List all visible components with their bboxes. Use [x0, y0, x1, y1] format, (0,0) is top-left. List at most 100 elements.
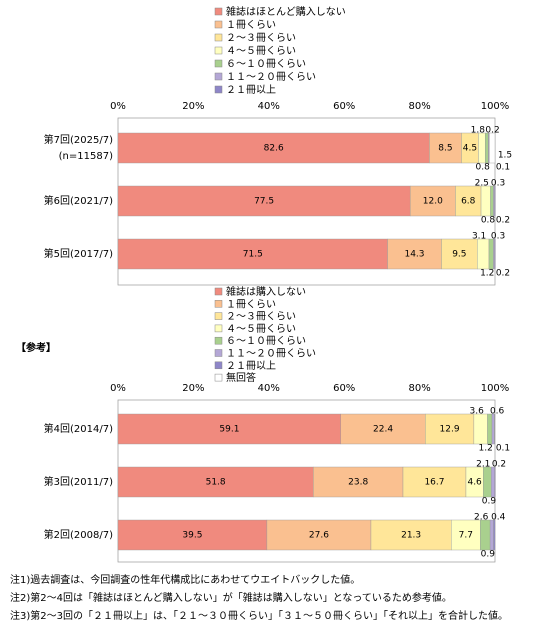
x-tick-label: 20% [182, 101, 204, 112]
legend-label: ２１冊以上 [226, 84, 276, 96]
data-label: 1.2 [480, 269, 494, 279]
legend-swatch [214, 349, 223, 357]
bar-segment [483, 466, 492, 498]
data-label: 0.1 [496, 163, 510, 173]
section-title: 【参考】 [16, 341, 56, 354]
data-label: 1.5 [498, 151, 512, 161]
bar-segment [402, 466, 467, 498]
row-label: 第7回(2025/7) [44, 133, 113, 146]
data-label: 51.8 [206, 478, 226, 488]
x-tick-label: 80% [408, 101, 430, 112]
x-tick-label: 20% [182, 383, 204, 394]
bar-segment [491, 413, 495, 445]
data-label: 0.8 [476, 163, 491, 173]
bar-segment [370, 519, 452, 551]
data-label: 14.3 [404, 250, 424, 260]
legend-swatch [214, 300, 223, 308]
bar-segment [480, 519, 491, 551]
bar-segment [489, 519, 494, 551]
data-label: 7.7 [459, 531, 473, 541]
data-label: 8.5 [438, 144, 452, 154]
x-tick-label: 60% [333, 383, 355, 394]
data-label: 16.7 [424, 478, 444, 488]
data-label: 0.9 [482, 497, 497, 507]
legend-label: ６～１０冊くらい [226, 58, 306, 70]
legend-swatch [214, 7, 223, 16]
data-label: 21.3 [401, 531, 421, 541]
legend-swatch [214, 85, 223, 94]
data-label: 22.4 [373, 425, 393, 435]
data-label: 0.3 [491, 179, 505, 189]
legend-label: １１～２０冊くらい [226, 71, 316, 83]
x-tick-label: 0% [110, 101, 126, 112]
legend-label: 無回答 [226, 371, 256, 384]
bar-segment [487, 413, 493, 445]
x-tick-label: 80% [408, 383, 430, 394]
legend-swatch [214, 361, 223, 370]
data-label: 1.2 [479, 444, 493, 454]
x-tick-label: 40% [258, 101, 280, 112]
legend-swatch [214, 20, 223, 29]
legend-label: 雑誌はほとんど購入しない [226, 5, 346, 18]
legend-swatch [214, 33, 223, 42]
x-tick-label: 60% [333, 101, 355, 112]
legend-swatch [214, 287, 223, 296]
data-label: 71.5 [243, 250, 263, 260]
bar-segment [493, 519, 496, 551]
legend-label: ２～３冊くらい [226, 311, 296, 323]
bar-segment [473, 413, 488, 445]
bar-segment [484, 132, 489, 164]
bar-segment [494, 466, 496, 498]
legend-label: ４～５冊くらい [226, 323, 296, 335]
bar-segment [494, 238, 496, 270]
bar-segment [491, 466, 495, 498]
data-label: 0.2 [492, 460, 506, 470]
bar-segment [489, 132, 496, 164]
data-label: 23.8 [348, 478, 368, 488]
bar-segment [451, 519, 481, 551]
note: 注2)第2～4回は「雑誌はほとんど購入しない」が「雑誌は購入しない」となっている… [10, 591, 452, 604]
data-label: 4.5 [463, 144, 477, 154]
bar-segment [117, 132, 430, 164]
data-label: 0.1 [496, 444, 510, 454]
data-label: 2.1 [476, 460, 490, 470]
data-label: 0.4 [491, 513, 506, 523]
bar-segment [488, 238, 494, 270]
bar-segment [117, 238, 388, 270]
data-label: 0.2 [485, 126, 499, 136]
data-label: 77.5 [254, 197, 274, 207]
data-label: 9.5 [452, 250, 466, 260]
data-label: 0.8 [481, 216, 496, 226]
bar-segment [425, 413, 475, 445]
bar-segment [490, 185, 494, 217]
data-label: 1.8 [471, 126, 486, 136]
data-label: 12.9 [440, 425, 460, 435]
data-label: 4.6 [467, 478, 482, 488]
data-label: 2.6 [474, 513, 489, 523]
row-label: 第3回(2011/7) [44, 475, 113, 488]
data-label: 0.2 [496, 269, 510, 279]
legend-label: １１～２０冊くらい [226, 348, 316, 360]
bar-segment [441, 238, 478, 270]
bar-segment [266, 519, 372, 551]
row-label: 第6回(2021/7) [44, 194, 113, 207]
note: 注3)第2～3回の「２１冊以上」は、「２１～３０冊くらい」「３１～５０冊くらい」… [10, 609, 508, 622]
legend-label: 雑誌は購入しない [226, 285, 306, 298]
data-label: 59.1 [219, 425, 239, 435]
data-label: 3.6 [470, 407, 485, 417]
data-label: 12.0 [423, 197, 443, 207]
data-label: 2.5 [475, 179, 489, 189]
row-label: 第5回(2017/7) [44, 247, 113, 260]
data-label: 0.2 [496, 216, 510, 226]
bar-segment [117, 413, 342, 445]
data-label: 0.6 [490, 407, 505, 417]
data-label: 0.3 [491, 232, 505, 242]
bar-segment [117, 466, 314, 498]
data-label: 3.1 [472, 232, 486, 242]
data-label: 0.9 [481, 550, 496, 560]
legend-swatch [214, 72, 223, 81]
legend-label: ６～１０冊くらい [226, 335, 306, 347]
x-tick-label: 100% [481, 101, 510, 112]
bar-segment [478, 132, 486, 164]
legend-swatch [214, 324, 223, 333]
